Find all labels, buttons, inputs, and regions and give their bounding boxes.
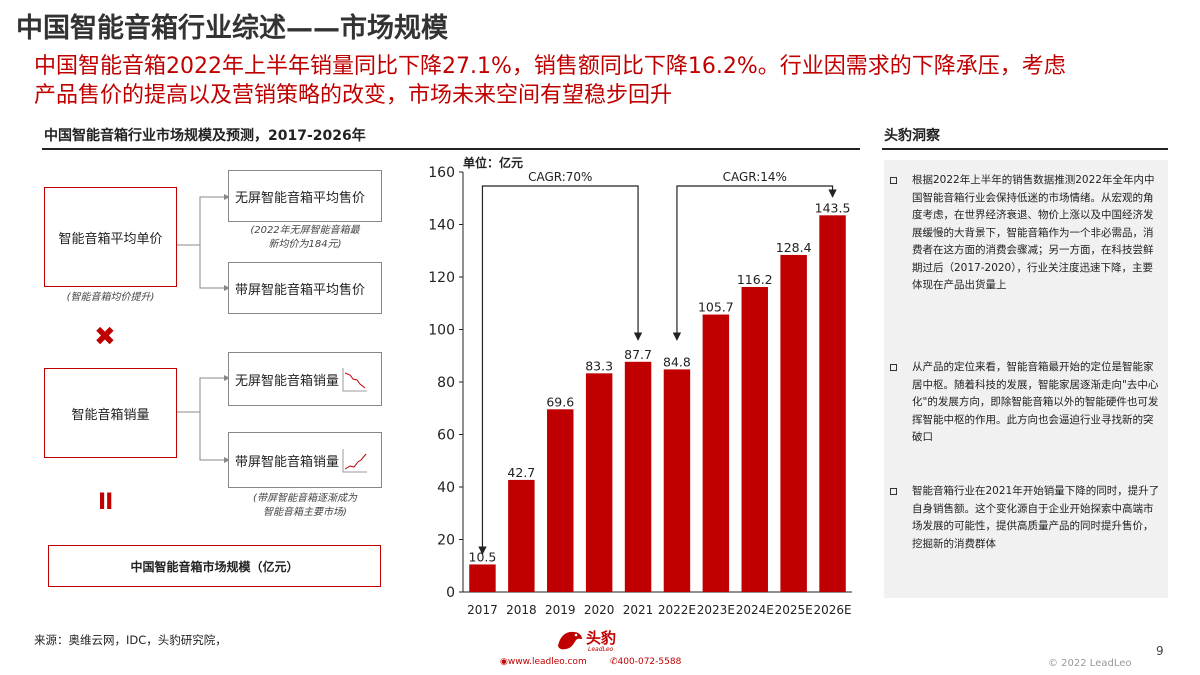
- arrow-head: [224, 194, 230, 200]
- arrow-head: [224, 375, 230, 381]
- x-tick-label: 2025E: [775, 603, 813, 617]
- x-tick-label: 2026E: [813, 603, 851, 617]
- x-tick-label: 2024E: [736, 603, 774, 617]
- chart-section-title: 中国智能音箱行业市场规模及预测，2017-2026年: [44, 128, 366, 144]
- checkbox-bullet-icon: [890, 488, 897, 495]
- page-title: 中国智能音箱行业综述——市场规模: [16, 13, 448, 44]
- subtitle-line-2: 产品售价的提高以及营销策略的改变，市场未来空间有望稳步回升: [34, 83, 673, 108]
- noscreen-volume-label: 无屏智能音箱销量: [235, 373, 340, 389]
- diagram-connectors: [177, 194, 230, 463]
- x-tick-label: 2020: [584, 603, 615, 617]
- trend-up-icon: [342, 449, 368, 473]
- y-tick-label: 40: [437, 480, 455, 496]
- bar: [663, 369, 691, 592]
- page-number: 9: [1156, 644, 1164, 658]
- y-tick-label: 140: [428, 218, 455, 234]
- bar: [624, 361, 652, 592]
- data-label: 116.2: [737, 272, 773, 287]
- x-tick-label: 2023E: [697, 603, 735, 617]
- x-tick-label: 2018: [506, 603, 537, 617]
- source-note: 来源：奥维云网，IDC，头豹研究院，: [34, 633, 227, 647]
- connector-price-noscreen: [177, 196, 224, 246]
- cagr-arrow: [672, 185, 837, 341]
- y-tick-label: 160: [428, 165, 455, 181]
- connector-volume-screen: [199, 412, 224, 461]
- y-tick-label: 120: [428, 270, 455, 286]
- x-tick-label: 2019: [545, 603, 576, 617]
- data-label: 42.7: [507, 465, 535, 480]
- volume-box: 智能音箱销量: [44, 368, 177, 458]
- section-divider: [882, 148, 1168, 150]
- x-tick-label: 2021: [623, 603, 654, 617]
- cagr-label: CAGR:14%: [723, 170, 787, 184]
- arrow-head: [224, 457, 230, 463]
- cagr-arrow: [478, 185, 643, 555]
- data-label: 105.7: [698, 300, 734, 315]
- bar: [585, 373, 613, 592]
- unit-label: 单位：亿元: [463, 155, 523, 170]
- market-size-chart: 单位：亿元 0 20 40 60 80 100 120 140 160 2017 2018 2019…: [428, 155, 852, 617]
- bar: [780, 254, 807, 592]
- y-tick-label: 0: [446, 585, 455, 601]
- noscreen-volume-box: 无屏智能音箱销量: [228, 352, 382, 406]
- checkbox-bullet-icon: [890, 177, 897, 184]
- bar: [741, 286, 768, 592]
- data-label: 143.5: [815, 200, 851, 215]
- data-label: 87.7: [624, 347, 652, 362]
- insight-bullet: 根据2022年上半年的销售数据推测2022年全年内中国智能音箱行业会保持低迷的市…: [890, 172, 1162, 295]
- data-label: 69.6: [546, 394, 574, 409]
- bar: [547, 409, 574, 592]
- cagr-label: CAGR:70%: [528, 170, 592, 184]
- connector-volume-noscreen: [177, 377, 224, 413]
- insight-bullet: 从产品的定位来看，智能音箱最开始的定位是智能家居中枢。随着科技的发展，智能家居逐…: [890, 359, 1162, 447]
- y-tick-label: 80: [437, 375, 455, 391]
- y-tick-label: 100: [428, 323, 455, 339]
- x-tick-label: 2022E: [658, 603, 696, 617]
- data-label: 83.3: [585, 358, 613, 373]
- y-tick-label: 20: [437, 533, 455, 549]
- data-label: 128.4: [776, 240, 812, 255]
- bar: [508, 479, 535, 592]
- y-tick-label: 60: [437, 428, 455, 444]
- avg-price-box: 智能音箱平均单价: [44, 187, 177, 287]
- insight-section-title: 头豹洞察: [884, 128, 940, 144]
- x-tick-label: 2017: [467, 603, 498, 617]
- bar: [469, 564, 496, 592]
- screen-price-box: 带屏智能音箱平均售价: [228, 262, 382, 314]
- insight-panel: 根据2022年上半年的销售数据推测2022年全年内中国智能音箱行业会保持低迷的市…: [884, 160, 1168, 598]
- bar: [819, 215, 846, 592]
- phone-icon: ✆: [610, 657, 618, 667]
- noscreen-price-note-2: 新均价为184元): [268, 239, 342, 250]
- screen-volume-box: 带屏智能音箱销量: [228, 432, 382, 488]
- leopard-logo-icon: [558, 631, 582, 650]
- noscreen-price-box: 无屏智能音箱平均售价: [228, 170, 382, 222]
- brand-logo-subtext: LeadLeo: [588, 646, 614, 653]
- copyright-text: © 2022 LeadLeo: [1048, 658, 1132, 669]
- checkbox-bullet-icon: [890, 364, 897, 371]
- arrow-head: [224, 285, 230, 291]
- market-size-box: 中国智能音箱市场规模（亿元）: [48, 545, 381, 587]
- section-divider: [42, 148, 860, 150]
- multiply-icon: ✖: [94, 322, 116, 352]
- equals-icon: II: [98, 490, 113, 515]
- phone-number: ✆400-072-5588: [610, 657, 682, 667]
- screen-volume-label: 带屏智能音箱销量: [235, 454, 340, 470]
- noscreen-price-note-1: (2022年无屏智能音箱最: [250, 225, 360, 236]
- trend-down-icon: [342, 368, 368, 392]
- connector-price-screen: [199, 245, 224, 289]
- screen-volume-note-2: 智能音箱主要市场): [263, 507, 347, 518]
- bar: [702, 314, 730, 592]
- globe-icon: ◉: [500, 657, 508, 667]
- website-link[interactable]: ◉www.leadleo.com: [500, 657, 587, 667]
- subtitle-line-1: 中国智能音箱2022年上半年销量同比下降27.1%，销售额同比下降16.2%。行…: [34, 54, 1066, 79]
- avg-price-note: (智能音箱均价提升): [66, 292, 155, 303]
- screen-volume-note-1: (带屏智能音箱逐渐成为: [253, 493, 357, 504]
- insight-bullet: 智能音箱行业在2021年开始销量下降的同时，提升了自身销售额。这个变化源自于企业…: [890, 483, 1162, 553]
- data-label: 84.8: [663, 354, 691, 369]
- brand-logo-text: 头豹: [586, 629, 617, 647]
